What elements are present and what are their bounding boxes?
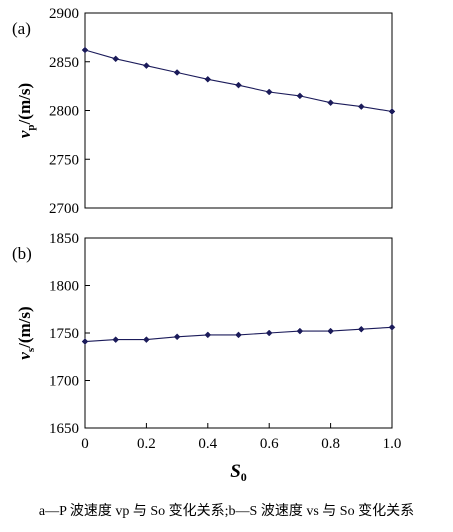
y-tick-label: 2850: [49, 55, 79, 71]
y-axis-label-text: vs/(m/s): [15, 306, 37, 359]
data-point-marker: [112, 55, 120, 63]
data-point-marker: [265, 329, 273, 337]
y-tick-label: 2900: [49, 6, 79, 22]
data-point-marker: [204, 75, 212, 83]
panel-b-x-ticks: 0 0.2 0.4 0.6 0.8 1.0: [81, 423, 401, 452]
data-point-marker: [204, 331, 212, 339]
data-point-marker: [357, 103, 365, 110]
panel-a: (a) 2900 2850 2800 2750 2700 vp/(m/s): [12, 6, 396, 217]
panel-b-y-axis-label: vs/(m/s): [15, 306, 37, 359]
y-tick-label: 1650: [49, 421, 79, 437]
y-tick-label: 1800: [49, 279, 79, 295]
data-point-marker: [173, 333, 181, 341]
panel-a-frame: [84, 12, 393, 209]
series-line: [84, 49, 393, 113]
data-point-marker: [81, 46, 89, 54]
figure-caption: a—P 波速度 vp 与 So 变化关系;b—S 波速度 vs 与 So 变化关…: [38, 504, 415, 519]
data-point-marker: [296, 327, 304, 335]
data-point-marker: [296, 92, 304, 100]
data-point-marker: [235, 81, 242, 89]
panel-b-series: [81, 323, 396, 345]
y-tick-label: 2750: [49, 152, 79, 168]
y-tick-label: 1850: [49, 231, 79, 247]
x-tick-label: 0: [81, 436, 89, 452]
data-point-marker: [81, 338, 89, 345]
data-point-marker: [327, 99, 334, 107]
y-axis-label-text: vp/(m/s): [15, 83, 37, 138]
data-point-marker: [265, 88, 273, 96]
data-point-marker: [112, 336, 120, 344]
x-tick-label: 0.6: [260, 436, 279, 452]
y-tick-label: 2800: [49, 104, 79, 120]
data-point-marker: [357, 325, 365, 333]
x-tick-label: 1.0: [383, 436, 402, 452]
data-point-marker: [327, 327, 334, 335]
y-tick-label: 1700: [49, 374, 79, 390]
x-axis-label-text: S0: [230, 461, 247, 484]
data-point-marker: [143, 336, 150, 344]
data-point-marker: [143, 62, 150, 70]
panel-b-y-ticks: 1850 1800 1750 1700 1650: [49, 231, 90, 437]
panel-b-label: (b): [12, 244, 32, 263]
y-tick-label: 1750: [49, 326, 79, 342]
data-point-marker: [388, 108, 396, 115]
panel-b-x-axis-label: S0: [230, 461, 247, 484]
data-point-marker: [235, 331, 242, 339]
panel-a-label: (a): [12, 19, 31, 38]
x-tick-label: 0.8: [321, 436, 340, 452]
panel-a-series: [81, 46, 396, 115]
data-point-marker: [173, 69, 181, 76]
y-tick-label: 2700: [49, 201, 79, 217]
panel-a-y-ticks: 2900 2850 2800 2750 2700: [49, 6, 90, 217]
x-tick-label: 0.2: [137, 436, 156, 452]
panel-b: (b) 1850 1800 1750 1700 1650 0 0.2 0.4 0.6 0.8 1.…: [12, 231, 401, 484]
figure: (a) 2900 2850 2800 2750 2700 vp/(m/s) (b) 18…: [12, 6, 401, 484]
panel-a-y-axis-label: vp/(m/s): [15, 83, 37, 138]
data-point-marker: [388, 323, 396, 331]
x-tick-label: 0.4: [198, 436, 217, 452]
